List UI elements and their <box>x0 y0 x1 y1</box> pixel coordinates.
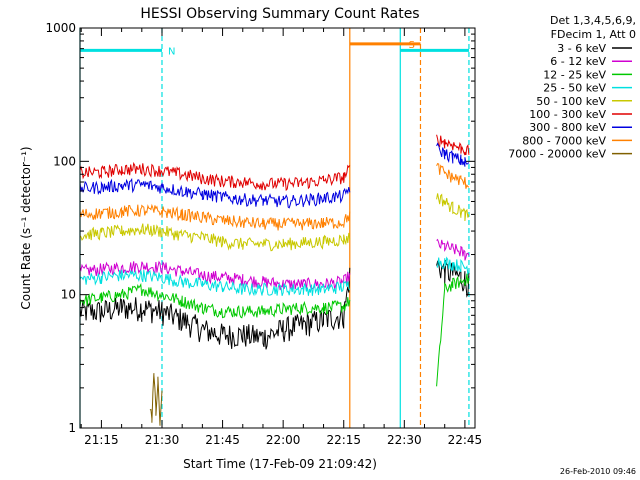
legend-label-9: 7000 - 20000 keV <box>508 148 606 161</box>
legend-label-4: 25 - 50 keV <box>543 82 606 95</box>
y-axis-label: Count Rate (s⁻¹ detector⁻¹) <box>19 146 33 309</box>
flag-label-s: S <box>408 40 414 51</box>
legend-label-7: 300 - 800 keV <box>529 121 606 134</box>
series-line-2 <box>79 238 470 291</box>
x-tick-label: 21:30 <box>145 433 180 447</box>
plot-axes: 21:15 21:30 21:45 22:00 22:15 22:30 22:45 1 10 10… <box>45 21 482 447</box>
x-tick-label: 22:15 <box>326 433 361 447</box>
series-line-6 <box>79 134 470 192</box>
legend-label-5: 50 - 100 keV <box>536 95 606 108</box>
series-lines <box>79 134 470 426</box>
legend-label-6: 100 - 300 keV <box>529 108 606 121</box>
x-tick-label: 21:15 <box>84 433 119 447</box>
x-tick-label: 22:45 <box>448 433 483 447</box>
legend-label-1: 3 - 6 keV <box>557 42 606 55</box>
x-tick-label: 21:45 <box>205 433 240 447</box>
x-axis-label: Start Time (17-Feb-09 21:09:42) <box>183 457 377 471</box>
legend: Det 1,3,4,5,6,9, FDecim 1, Att 0 3 - 6 k… <box>508 14 636 161</box>
y-tick-label: 1 <box>68 421 76 435</box>
series-line-5 <box>79 193 470 252</box>
legend-label-2: 6 - 12 keV <box>550 55 606 68</box>
series-line-9 <box>149 373 163 426</box>
plot-frame <box>79 27 476 429</box>
chart-title: HESSI Observing Summary Count Rates <box>140 6 419 22</box>
legend-label-8: 800 - 7000 keV <box>522 134 606 147</box>
series-line-4 <box>79 256 470 297</box>
generation-timestamp: 26-Feb-2010 09:46 <box>560 467 636 476</box>
x-tick-label: 22:30 <box>387 433 422 447</box>
y-tick-label: 100 <box>53 154 76 168</box>
series-line-3 <box>79 273 470 387</box>
x-tick-label: 22:00 <box>266 433 301 447</box>
flag-label-n: N <box>168 46 175 57</box>
legend-header-line-1: Det 1,3,4,5,6,9, <box>550 14 636 27</box>
series-line-8 <box>79 162 470 231</box>
flag-bars: NS <box>80 40 469 57</box>
legend-header-line-2: FDecim 1, Att 0 <box>551 28 636 41</box>
legend-label-3: 12 - 25 keV <box>543 68 606 81</box>
series-line-7 <box>79 142 470 209</box>
event-markers <box>79 28 470 428</box>
series-line-1 <box>79 259 470 350</box>
y-tick-label: 1000 <box>45 21 76 35</box>
y-tick-label: 10 <box>61 288 76 302</box>
